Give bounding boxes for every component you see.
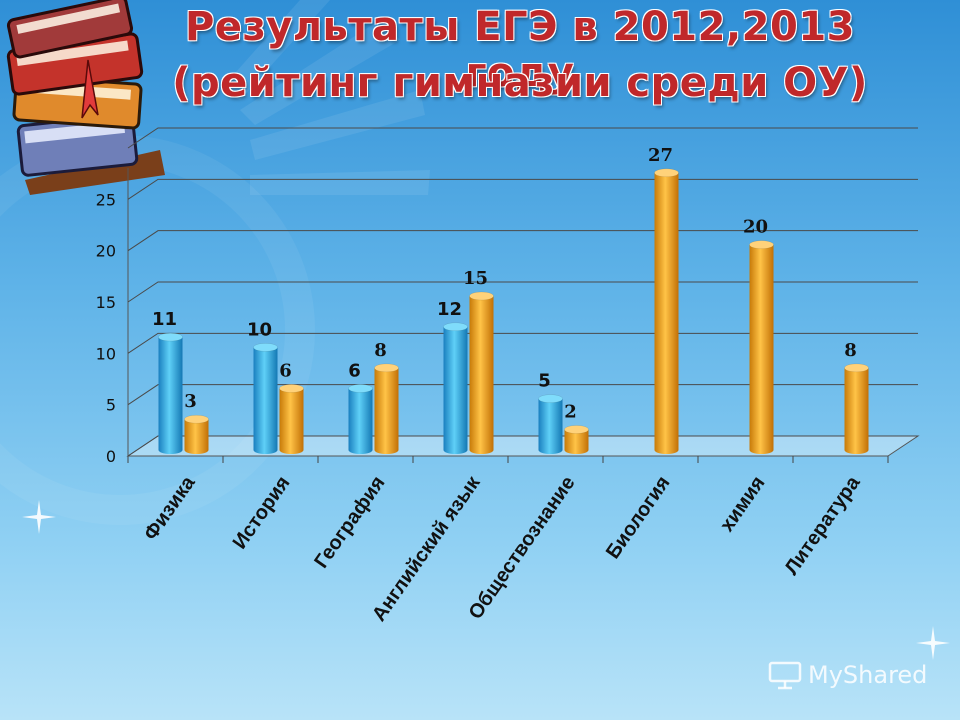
- bar: [348, 384, 373, 454]
- chart-bars: [158, 168, 869, 454]
- category-label: химия: [716, 472, 770, 536]
- category-label: Физика: [140, 472, 200, 545]
- data-label: 2: [564, 401, 577, 422]
- bar: [158, 332, 183, 454]
- data-label: 3: [184, 391, 197, 412]
- y-tick-label: 10: [96, 344, 116, 363]
- y-tick-label: 5: [106, 396, 116, 415]
- sparkle-icon: [22, 500, 56, 534]
- chart-grid: [126, 127, 920, 463]
- grid-line: [127, 127, 918, 149]
- data-label: 12: [437, 299, 462, 320]
- category-label: Обществознание: [465, 472, 580, 623]
- y-tick-label: 20: [96, 242, 116, 261]
- chart-floor: [126, 435, 920, 457]
- chart-title-line-2: (рейтинг гимназии среди ОУ): [172, 60, 868, 106]
- grid-line: [127, 281, 918, 303]
- bar: [654, 168, 679, 454]
- data-label: 8: [374, 340, 387, 361]
- data-label: 10: [247, 319, 272, 340]
- grid-line: [127, 384, 918, 406]
- data-label: 6: [279, 360, 292, 381]
- chart-title-line-1: Результаты ЕГЭ в 2012,2013 году: [185, 4, 855, 96]
- bar: [844, 363, 869, 454]
- bar: [564, 425, 589, 454]
- bar: [279, 384, 304, 454]
- data-label: 11: [152, 309, 177, 330]
- bar: [374, 363, 399, 454]
- bar: [749, 240, 774, 454]
- y-tick-label: 15: [96, 293, 116, 312]
- bar: [538, 394, 563, 454]
- y-tick-label: 25: [96, 190, 116, 209]
- y-tick-label: 0: [106, 447, 116, 466]
- bar: [443, 322, 468, 454]
- category-label: Литература: [781, 472, 866, 580]
- grid-line: [127, 178, 918, 200]
- watermark-text: MyShared: [808, 661, 928, 689]
- books-clipart-icon: [6, 0, 165, 195]
- data-label: 20: [743, 217, 768, 238]
- category-label: География: [310, 472, 389, 572]
- bar: [469, 291, 494, 454]
- category-label: Английский язык: [368, 471, 485, 625]
- category-label: Биология: [602, 472, 675, 563]
- grid-line: [127, 230, 918, 252]
- data-label: 6: [348, 360, 361, 381]
- presentation-icon: [768, 661, 802, 690]
- data-label: 27: [648, 145, 673, 166]
- sparkle-icon: [916, 626, 950, 660]
- category-label: История: [229, 472, 295, 553]
- watermark: MyShared: [768, 655, 927, 695]
- data-label: 5: [538, 371, 551, 392]
- data-label: 15: [463, 268, 488, 289]
- data-label: 8: [844, 340, 857, 361]
- bar: [253, 343, 278, 454]
- bar: [184, 414, 209, 454]
